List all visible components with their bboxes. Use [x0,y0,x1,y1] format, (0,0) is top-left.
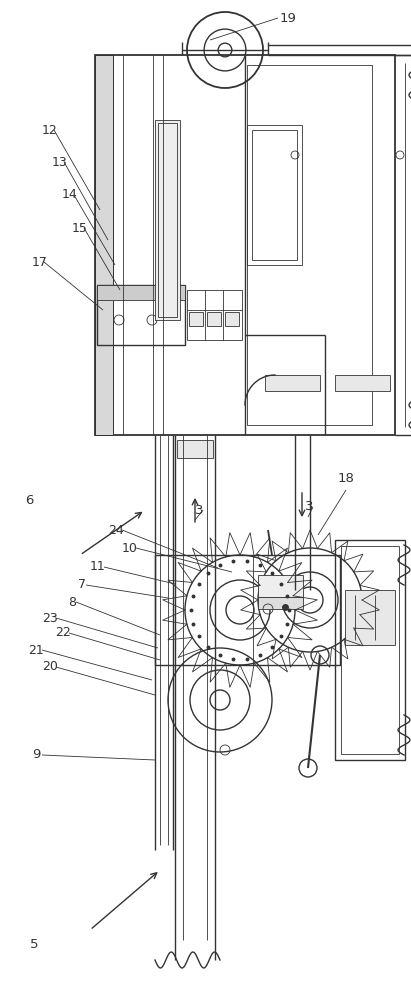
Bar [341,546,399,754]
Bar [247,65,372,425]
Text: 24: 24 [108,524,124,536]
Bar [155,120,180,320]
Text: 23: 23 [42,611,58,624]
Bar [345,590,395,645]
Bar [252,130,297,260]
Bar [95,55,113,435]
Bar [265,375,320,391]
Bar [247,125,302,265]
Text: 18: 18 [338,472,355,485]
Text: 3: 3 [305,500,314,514]
Text: 17: 17 [32,255,48,268]
Text: 20: 20 [42,660,58,674]
Text: 12: 12 [42,123,58,136]
Bar [187,290,242,340]
Bar [335,375,390,391]
Text: 13: 13 [52,155,68,168]
Bar [95,55,395,435]
Bar [225,312,239,326]
Text: 14: 14 [62,188,78,202]
Text: 21: 21 [28,644,44,656]
Text: 5: 5 [30,938,39,952]
Text: 22: 22 [55,626,71,640]
Bar [189,312,203,326]
Text: 9: 9 [32,748,40,762]
Bar [207,312,221,326]
Bar [258,575,303,597]
Bar [97,285,185,345]
Text: 19: 19 [280,11,297,24]
Text: 3: 3 [195,504,203,516]
Bar [258,597,303,609]
Bar [155,555,340,665]
Text: 6: 6 [25,493,33,506]
Bar [95,55,113,435]
Bar [97,285,185,300]
Text: 7: 7 [78,578,86,591]
Text: 11: 11 [90,560,106,574]
Text: 15: 15 [72,222,88,234]
Bar [158,123,177,317]
Bar [335,540,405,760]
Text: 10: 10 [122,542,138,554]
Text: 8: 8 [68,595,76,608]
Bar [177,440,213,458]
